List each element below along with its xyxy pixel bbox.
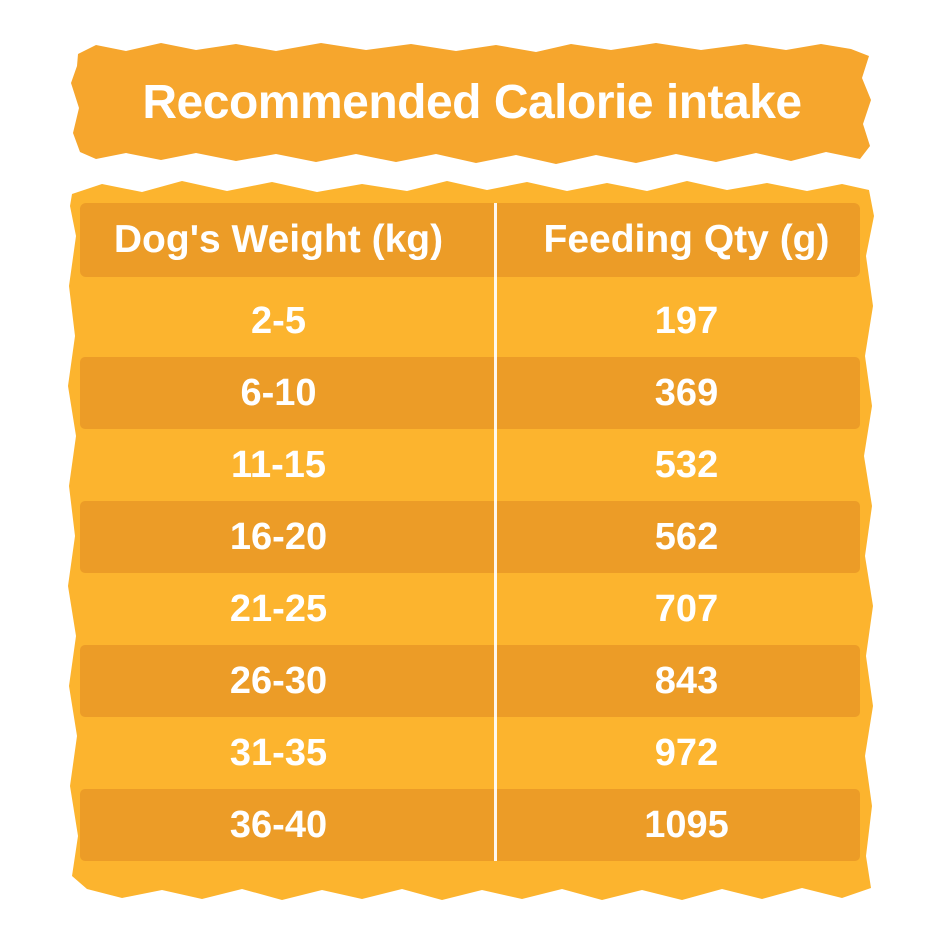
column-divider [494, 203, 497, 861]
qty-cell: 972 [654, 731, 719, 774]
qty-cell: 197 [654, 299, 719, 342]
qty-cell: 532 [654, 443, 719, 486]
qty-cell: 707 [654, 587, 719, 630]
row-band [80, 789, 860, 861]
table-rows: 2-5 197 6-10 369 11-15 532 16-20 562 21-… [68, 285, 874, 861]
table-row: 26-30 843 [68, 645, 874, 717]
header-band [80, 203, 860, 277]
page-title: Recommended Calorie intake [142, 75, 802, 129]
weight-cell: 11-15 [230, 443, 327, 486]
qty-cell: 562 [654, 515, 719, 558]
qty-cell: 1095 [644, 803, 729, 846]
row-band [80, 501, 860, 573]
table-row: 16-20 562 [68, 501, 874, 573]
table-row: 21-25 707 [68, 573, 874, 645]
qty-cell: 843 [654, 659, 719, 702]
weight-cell: 2-5 [251, 299, 306, 342]
table-row: 2-5 197 [68, 285, 874, 357]
table-row: 11-15 532 [68, 429, 874, 501]
header-cell-qty: Feeding Qty (g) [543, 218, 830, 261]
table-row: 36-40 1095 [68, 789, 874, 861]
row-band [80, 357, 860, 429]
table-header: Dog's Weight (kg) Feeding Qty (g) [68, 203, 874, 277]
table-panel: Dog's Weight (kg) Feeding Qty (g) 2-5 19… [68, 181, 874, 900]
weight-cell: 16-20 [229, 515, 328, 558]
row-band [80, 645, 860, 717]
weight-cell: 21-25 [229, 587, 328, 630]
table-row: 31-35 972 [68, 717, 874, 789]
title-banner: Recommended Calorie intake [71, 43, 871, 164]
qty-cell: 369 [654, 371, 719, 414]
weight-cell: 36-40 [229, 803, 328, 846]
table-row: 6-10 369 [68, 357, 874, 429]
weight-cell: 31-35 [229, 731, 328, 774]
weight-cell: 6-10 [240, 371, 317, 414]
weight-cell: 26-30 [229, 659, 328, 702]
header-cell-weight: Dog's Weight (kg) [113, 218, 444, 261]
